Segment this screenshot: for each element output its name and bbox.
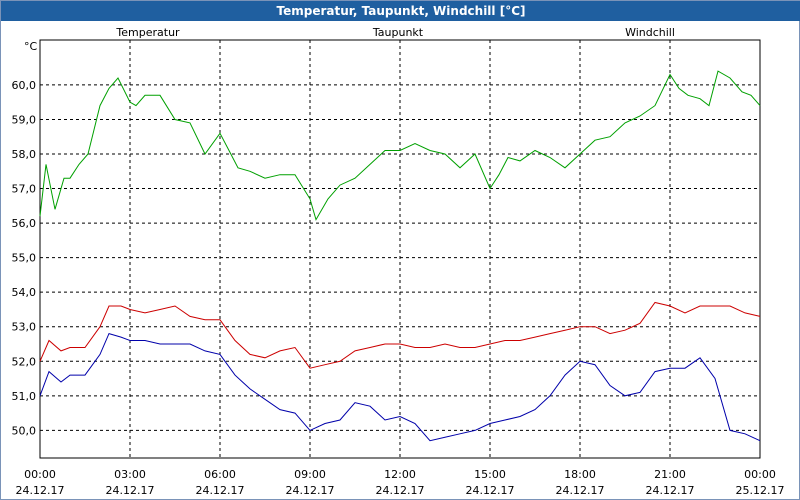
window-title: Temperatur, Taupunkt, Windchill [°C] bbox=[1, 1, 800, 21]
x-tick-time: 15:00 bbox=[474, 468, 506, 481]
x-tick-time: 03:00 bbox=[114, 468, 146, 481]
y-tick-label: 54,0 bbox=[12, 286, 37, 299]
y-tick-labels: 50,0 51,0 52,0 53,0 54,0 55,0 56,0 57,0 58,0 59,0… bbox=[12, 79, 37, 437]
y-tick-label: 53,0 bbox=[12, 321, 37, 334]
x-tick-date: 24.12.17 bbox=[556, 484, 605, 497]
legend-taupunkt: Taupunkt bbox=[372, 26, 424, 39]
y-tick-label: 52,0 bbox=[12, 355, 37, 368]
y-axis-unit-label: °C bbox=[24, 40, 38, 53]
y-tick-label: 56,0 bbox=[12, 217, 37, 230]
y-tick-label: 57,0 bbox=[12, 183, 37, 196]
x-tick-time: 00:00 bbox=[744, 468, 776, 481]
x-tick-date: 24.12.17 bbox=[646, 484, 695, 497]
series-lines bbox=[39, 70, 761, 442]
legend-windchill: Windchill bbox=[625, 26, 675, 39]
x-tick-date: 25.12.17 bbox=[736, 484, 785, 497]
series-line-windchill bbox=[39, 70, 761, 221]
grid-lines bbox=[40, 40, 760, 458]
series-line-temperatur bbox=[39, 301, 761, 369]
y-tick-label: 55,0 bbox=[12, 252, 37, 265]
series-line-taupunkt bbox=[39, 332, 761, 442]
x-tick-date: 24.12.17 bbox=[286, 484, 335, 497]
y-tick-label: 50,0 bbox=[12, 424, 37, 437]
x-tick-date: 24.12.17 bbox=[16, 484, 65, 497]
x-tick-time: 00:00 bbox=[24, 468, 56, 481]
x-tick-time: 06:00 bbox=[204, 468, 236, 481]
x-tick-time: 12:00 bbox=[384, 468, 416, 481]
x-tick-time: 09:00 bbox=[294, 468, 326, 481]
x-tick-time: 18:00 bbox=[564, 468, 596, 481]
x-tick-date: 24.12.17 bbox=[376, 484, 425, 497]
x-tick-date: 24.12.17 bbox=[106, 484, 155, 497]
x-tick-time: 21:00 bbox=[654, 468, 686, 481]
y-tick-label: 51,0 bbox=[12, 390, 37, 403]
legend-temperatur: Temperatur bbox=[115, 26, 180, 39]
x-tick-labels: 00:00 24.12.17 03:00 24.12.17 06:00 24.12.17 0… bbox=[16, 468, 785, 497]
y-tick-label: 58,0 bbox=[12, 148, 37, 161]
x-tick-date: 24.12.17 bbox=[466, 484, 515, 497]
x-tick-date: 24.12.17 bbox=[196, 484, 245, 497]
y-tick-label: 60,0 bbox=[12, 79, 37, 92]
y-tick-label: 59,0 bbox=[12, 113, 37, 126]
